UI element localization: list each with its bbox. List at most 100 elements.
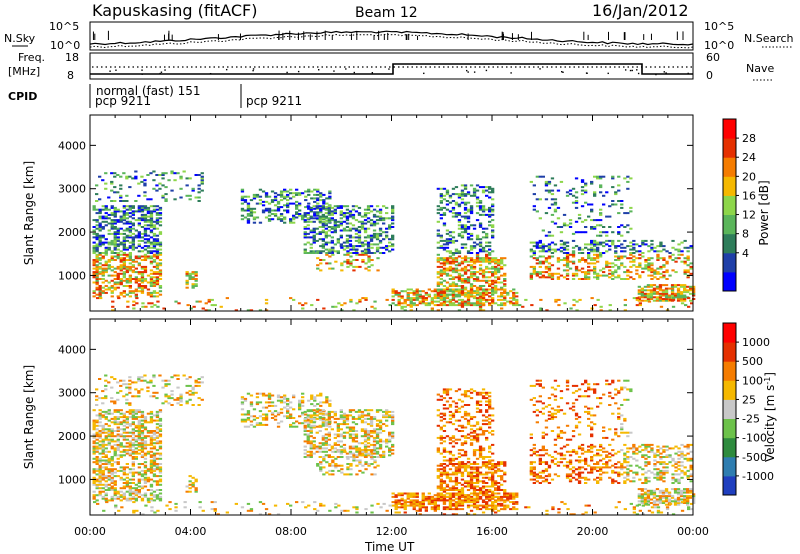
heat-cell xyxy=(367,260,371,263)
heat-cell xyxy=(140,454,145,457)
heat-cell xyxy=(355,473,359,476)
heat-cell xyxy=(101,416,105,419)
heat-cell xyxy=(146,227,151,230)
heat-cell xyxy=(207,309,211,312)
heat-cell xyxy=(122,213,126,216)
heat-cell xyxy=(289,413,293,416)
heat-cell xyxy=(243,420,248,423)
heat-cell xyxy=(671,305,676,308)
heat-cell xyxy=(143,271,148,274)
heat-cell xyxy=(295,200,299,203)
heat-cell xyxy=(686,291,690,294)
heat-cell xyxy=(95,255,99,258)
heat-cell xyxy=(158,293,163,296)
heat-cell xyxy=(466,304,471,307)
heat-cell xyxy=(349,300,353,303)
heat-cell xyxy=(472,304,477,307)
heat-cell xyxy=(152,442,157,445)
heat-cell xyxy=(617,226,621,228)
heat-cell xyxy=(568,193,573,196)
heat-cell xyxy=(158,466,163,469)
heat-cell xyxy=(119,490,123,493)
heat-cell xyxy=(267,401,272,404)
heat-cell xyxy=(596,177,600,180)
heat-cell xyxy=(599,213,603,216)
heat-cell xyxy=(355,253,359,256)
noise-left-tick-top: 10^5 xyxy=(49,20,79,33)
heat-cell xyxy=(101,442,105,445)
heat-cell xyxy=(303,426,307,429)
heat-cell xyxy=(352,265,356,268)
heat-cell xyxy=(478,305,483,308)
heat-cell xyxy=(131,205,135,208)
heat-cell xyxy=(596,234,600,237)
heat-cell xyxy=(246,309,251,312)
heat-cell xyxy=(95,193,99,196)
heat-cell xyxy=(354,250,359,253)
heat-cell xyxy=(532,269,536,272)
heat-cell xyxy=(286,204,290,207)
heat-cell xyxy=(303,250,307,253)
heat-cell xyxy=(336,250,340,253)
heat-cell xyxy=(481,290,486,293)
heat-cell xyxy=(491,234,495,237)
heat-cell xyxy=(125,229,129,232)
heat-cell xyxy=(478,269,483,272)
heat-cell xyxy=(599,177,603,180)
heat-cell xyxy=(107,428,111,431)
heat-cell xyxy=(488,208,492,211)
heat-cell xyxy=(343,253,347,256)
heat-cell xyxy=(122,436,126,439)
heat-cell xyxy=(547,180,552,183)
heat-cell xyxy=(113,255,117,258)
heat-cell xyxy=(264,195,269,198)
heat-cell xyxy=(415,304,419,307)
heat-cell xyxy=(665,262,669,265)
heat-cell xyxy=(92,229,96,232)
heat-cell xyxy=(372,450,377,453)
heat-cell xyxy=(550,177,555,180)
heat-cell xyxy=(194,272,198,275)
heat-cell xyxy=(101,475,105,478)
heat-cell xyxy=(340,269,344,272)
heat-cell xyxy=(158,469,163,472)
heat-cell xyxy=(605,215,609,218)
heat-cell xyxy=(116,445,120,448)
heat-cell xyxy=(448,196,453,199)
heat-cell xyxy=(397,293,401,296)
heat-cell xyxy=(617,189,621,192)
heat-cell xyxy=(309,409,313,412)
heat-cell xyxy=(324,443,328,446)
heat-cell xyxy=(158,428,163,431)
heat-cell xyxy=(541,260,545,263)
heat-cell xyxy=(463,226,468,228)
heat-cell xyxy=(286,397,290,400)
heat-cell xyxy=(122,383,126,386)
heat-cell xyxy=(119,217,123,220)
heat-cell xyxy=(491,279,495,282)
heat-cell xyxy=(240,199,245,202)
heat-cell xyxy=(95,238,99,241)
heat-cell xyxy=(104,252,108,254)
heat-cell xyxy=(638,262,642,265)
heat-cell xyxy=(369,222,374,225)
heat-cell xyxy=(119,487,123,490)
heat-cell xyxy=(590,203,594,206)
heat-cell xyxy=(544,189,549,192)
heat-cell xyxy=(366,423,371,426)
heat-cell xyxy=(149,435,154,438)
heat-cell xyxy=(146,257,151,260)
heat-cell xyxy=(559,239,564,242)
heat-cell xyxy=(122,248,126,251)
heat-cell xyxy=(194,480,198,483)
heat-cell xyxy=(119,442,123,445)
heat-cell xyxy=(659,265,663,268)
heat-cell xyxy=(170,376,174,379)
heat-cell xyxy=(155,489,160,491)
heat-cell xyxy=(689,285,693,288)
heat-cell xyxy=(140,278,145,280)
heat-cell xyxy=(116,243,120,246)
heat-cell xyxy=(101,243,105,246)
heat-cell xyxy=(137,436,141,439)
heat-cell xyxy=(188,487,192,490)
